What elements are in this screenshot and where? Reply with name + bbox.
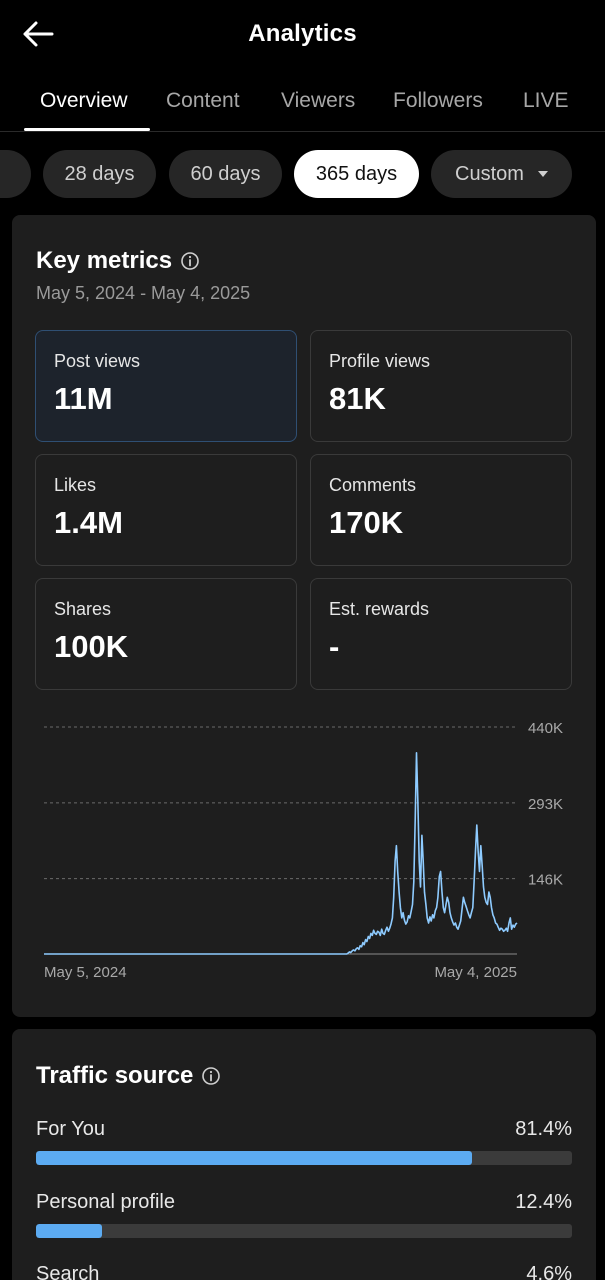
metric-value: 1.4M (54, 505, 123, 540)
traffic-source-title: Traffic source (36, 1062, 194, 1089)
key-metrics-heading: Key metrics (36, 247, 200, 275)
traffic-source-percent: 12.4% (515, 1191, 572, 1213)
range-chip-custom[interactable]: Custom (431, 150, 572, 198)
metric-value: - (329, 629, 340, 664)
chart-series-line-post-views (44, 751, 518, 955)
metric-tile-profile-views[interactable]: Profile views 81K (310, 330, 572, 442)
range-chip-365-days[interactable]: 365 days (294, 150, 419, 198)
caret-down-icon (537, 171, 548, 177)
traffic-source-bar-fill (36, 1151, 473, 1165)
metric-label: Likes (54, 475, 97, 495)
metric-value: 170K (329, 505, 404, 540)
metric-value: 100K (54, 629, 129, 664)
active-tab-indicator (24, 128, 150, 131)
info-icon[interactable] (180, 251, 200, 271)
metric-label: Comments (329, 475, 417, 495)
top-bar: Analytics (0, 0, 605, 70)
chart-x-start-label: May 5, 2024 (44, 964, 127, 981)
tab-live[interactable]: LIVE (523, 89, 569, 112)
range-chip-28-days[interactable]: 28 days (43, 150, 156, 198)
metric-tile-shares[interactable]: Shares 100K (35, 578, 297, 690)
tab-followers[interactable]: Followers (393, 89, 483, 112)
traffic-source-bar-fill (36, 1224, 103, 1238)
chart-y-tick-label: 293K (528, 796, 563, 813)
tab-viewers[interactable]: Viewers (281, 89, 356, 112)
tab-bar: Overview Content Viewers Followers LIVE (0, 76, 605, 132)
info-icon[interactable] (201, 1066, 221, 1086)
traffic-source-label: For You (36, 1118, 105, 1140)
traffic-source-percent: 4.6% (526, 1263, 572, 1280)
traffic-source-bar (36, 1224, 572, 1238)
date-range-selector: 28 days 60 days 365 days Custom (0, 150, 605, 198)
metric-label: Shares (54, 599, 112, 619)
traffic-source-card: Traffic source For You 81.4% Personal pr… (12, 1029, 596, 1280)
traffic-source-label: Personal profile (36, 1191, 175, 1213)
custom-range-label: Custom (455, 162, 524, 185)
tab-overview[interactable]: Overview (40, 89, 128, 112)
range-chip-partial[interactable] (0, 150, 31, 198)
metric-label: Post views (54, 351, 141, 371)
metric-tile-likes[interactable]: Likes 1.4M (35, 454, 297, 566)
traffic-source-percent: 81.4% (515, 1118, 572, 1140)
metric-tile-post-views[interactable]: Post views 11M (35, 330, 297, 442)
metric-value: 81K (329, 381, 386, 416)
chart-y-tick-label: 146K (528, 872, 563, 889)
chart-x-end-label: May 4, 2025 (434, 964, 517, 981)
metric-value: 11M (54, 381, 113, 416)
views-line-chart: 146K 293K 440K May 5, 2024 May 4, 2025 (44, 720, 563, 981)
arrow-left-icon (23, 21, 54, 47)
chart-y-tick-label: 440K (528, 720, 563, 737)
tab-content[interactable]: Content (166, 89, 240, 112)
traffic-source-heading: Traffic source (36, 1062, 221, 1090)
key-metrics-card: Key metrics May 5, 2024 - May 4, 2025 Po… (12, 215, 596, 1017)
page-title: Analytics (248, 20, 357, 47)
metric-tile-est-rewards[interactable]: Est. rewards - (310, 578, 572, 690)
range-chip-60-days[interactable]: 60 days (169, 150, 282, 198)
metric-label: Est. rewards (329, 599, 430, 619)
key-metrics-title: Key metrics (36, 247, 173, 274)
back-button[interactable] (22, 16, 62, 52)
metric-tile-comments[interactable]: Comments 170K (310, 454, 572, 566)
traffic-source-label: Search (36, 1263, 100, 1280)
date-range-text: May 5, 2024 - May 4, 2025 (36, 283, 251, 303)
metric-label: Profile views (329, 351, 431, 371)
traffic-source-bar (36, 1151, 572, 1165)
